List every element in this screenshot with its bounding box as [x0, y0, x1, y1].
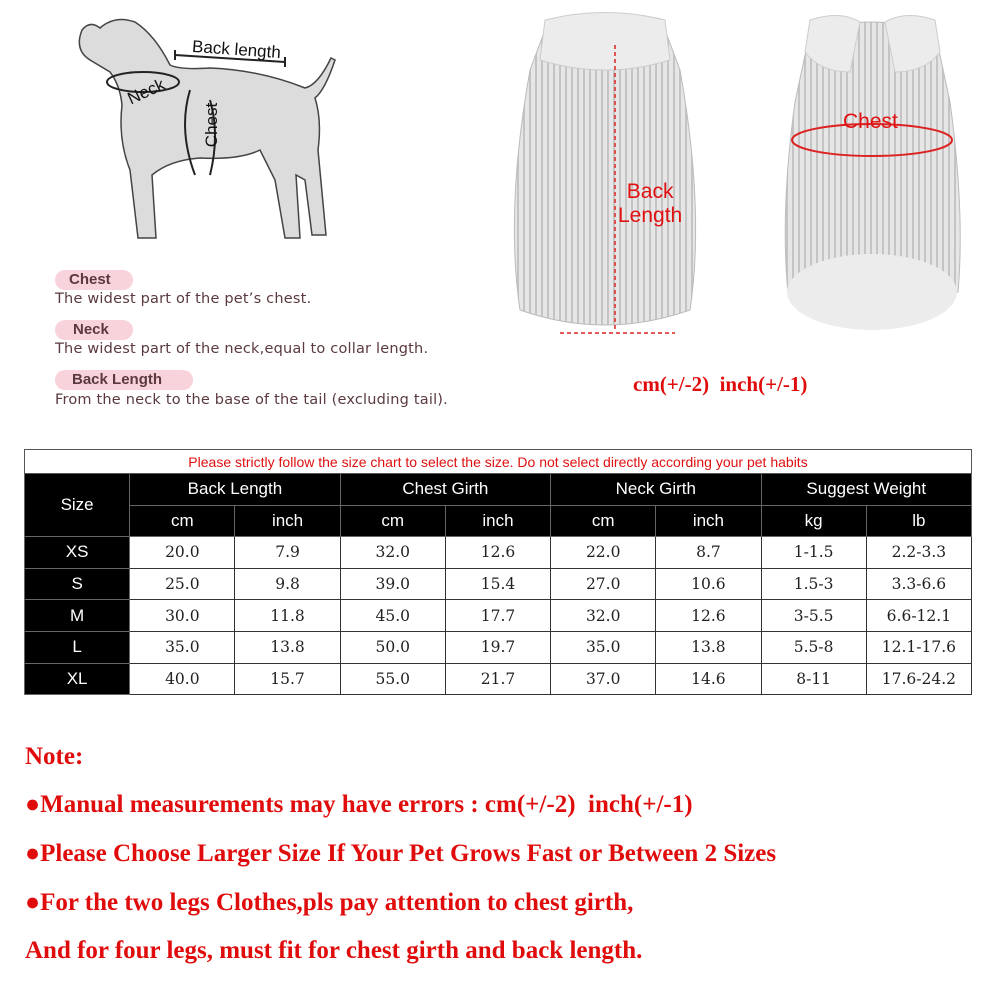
table-row: XL 40.0 15.7 55.0 21.7 37.0 14.6 8-11 17.6-24.2 — [23, 662, 973, 696]
note-item: ●Manual measurements may have errors : c… — [25, 791, 693, 818]
value-cell: 14.6 — [655, 662, 762, 696]
value-cell: 50.0 — [339, 630, 446, 664]
value-cell: 9.8 — [234, 567, 341, 601]
unit-header: lb — [865, 504, 973, 538]
value-cell: 55.0 — [339, 662, 446, 696]
value-cell: 8-11 — [760, 662, 867, 696]
value-cell: 13.8 — [234, 630, 341, 664]
note-item: ●Please Choose Larger Size If Your Pet G… — [25, 840, 777, 867]
size-cell: XS — [23, 536, 131, 569]
value-cell: 35.0 — [129, 630, 236, 664]
value-cell: 15.4 — [444, 567, 552, 601]
value-cell: 32.0 — [339, 536, 446, 569]
back-label-line2: Length — [618, 204, 683, 227]
back-length-definition: From the neck to the base of the tail (e… — [55, 392, 448, 408]
coat-back-length-label: Back Length — [618, 180, 682, 228]
size-chart-table: Please strictly follow the size chart to… — [23, 449, 973, 696]
chest-term: Chest — [55, 270, 133, 290]
value-cell: 45.0 — [339, 599, 446, 632]
value-cell: 39.0 — [339, 567, 446, 601]
value-cell: 1.5-3 — [760, 567, 867, 601]
value-cell: 3-5.5 — [760, 599, 867, 632]
unit-header: inch — [234, 504, 341, 538]
size-warning: Please strictly follow the size chart to… — [24, 449, 972, 474]
value-cell: 21.7 — [444, 662, 552, 696]
unit-header: kg — [760, 504, 867, 538]
value-cell: 13.8 — [655, 630, 762, 664]
back-length-term: Back Length — [55, 370, 193, 390]
coat-back-view — [513, 12, 697, 334]
value-cell: 2.2-3.3 — [865, 536, 973, 569]
size-cell: L — [23, 630, 131, 664]
unit-header: cm — [339, 504, 446, 538]
dog-silhouette — [78, 18, 336, 239]
note-item: And for four legs, must fit for chest gi… — [25, 937, 643, 964]
value-cell: 22.0 — [550, 536, 657, 569]
value-cell: 17.6-24.2 — [865, 662, 973, 696]
table-row: L 35.0 13.8 50.0 19.7 35.0 13.8 5.5-8 12.1-17.6 — [23, 630, 973, 664]
value-cell: 12.1-17.6 — [865, 630, 973, 664]
size-header: Size — [23, 472, 131, 538]
dog-measurement-diagram — [78, 18, 336, 239]
value-cell: 32.0 — [550, 599, 657, 632]
value-cell: 19.7 — [444, 630, 552, 664]
size-cell: M — [23, 599, 131, 632]
coat-front-view — [784, 15, 961, 330]
value-cell: 10.6 — [655, 567, 762, 601]
value-cell: 11.8 — [234, 599, 341, 632]
unit-header: inch — [655, 504, 762, 538]
table-row: S 25.0 9.8 39.0 15.4 27.0 10.6 1.5-3 3.3-6.6 — [23, 567, 973, 601]
value-cell: 6.6-12.1 — [865, 599, 973, 632]
table-row: XS 20.0 7.9 32.0 12.6 22.0 8.7 1-1.5 2.2-3.3 — [23, 536, 973, 569]
size-cell: XL — [23, 662, 131, 696]
tolerance-text: cm(+/-2) inch(+/-1) — [633, 372, 808, 396]
coat-chest-label: Chest — [843, 110, 898, 133]
neck-definition: The widest part of the neck,equal to col… — [55, 341, 429, 357]
neck-term: Neck — [55, 320, 133, 340]
group-header: Neck Girth — [550, 473, 762, 506]
unit-header: inch — [444, 504, 552, 538]
back-label-line1: Back — [626, 180, 674, 203]
unit-header: cm — [129, 504, 236, 538]
group-header: Chest Girth — [339, 473, 552, 506]
value-cell: 12.6 — [655, 599, 762, 632]
note-title: Note: — [25, 743, 84, 770]
chest-label: Chest — [202, 102, 222, 148]
table-row: M 30.0 11.8 45.0 17.7 32.0 12.6 3-5.5 6.6-12.1 — [23, 599, 973, 632]
value-cell: 17.7 — [444, 599, 552, 632]
value-cell: 40.0 — [129, 662, 236, 696]
value-cell: 12.6 — [444, 536, 552, 569]
group-header: Back Length — [129, 473, 341, 506]
value-cell: 7.9 — [234, 536, 341, 569]
value-cell: 15.7 — [234, 662, 341, 696]
unit-header: cm — [550, 504, 657, 538]
value-cell: 3.3-6.6 — [865, 567, 973, 601]
value-cell: 30.0 — [129, 599, 236, 632]
group-header: Suggest Weight — [760, 473, 973, 506]
value-cell: 37.0 — [550, 662, 657, 696]
size-cell: S — [23, 567, 131, 601]
value-cell: 8.7 — [655, 536, 762, 569]
note-item: ●For the two legs Clothes,pls pay attent… — [25, 889, 634, 916]
value-cell: 5.5-8 — [760, 630, 867, 664]
value-cell: 35.0 — [550, 630, 657, 664]
chest-definition: The widest part of the pet’s chest. — [55, 291, 312, 307]
value-cell: 1-1.5 — [760, 536, 867, 569]
value-cell: 27.0 — [550, 567, 657, 601]
value-cell: 25.0 — [129, 567, 236, 601]
value-cell: 20.0 — [129, 536, 236, 569]
